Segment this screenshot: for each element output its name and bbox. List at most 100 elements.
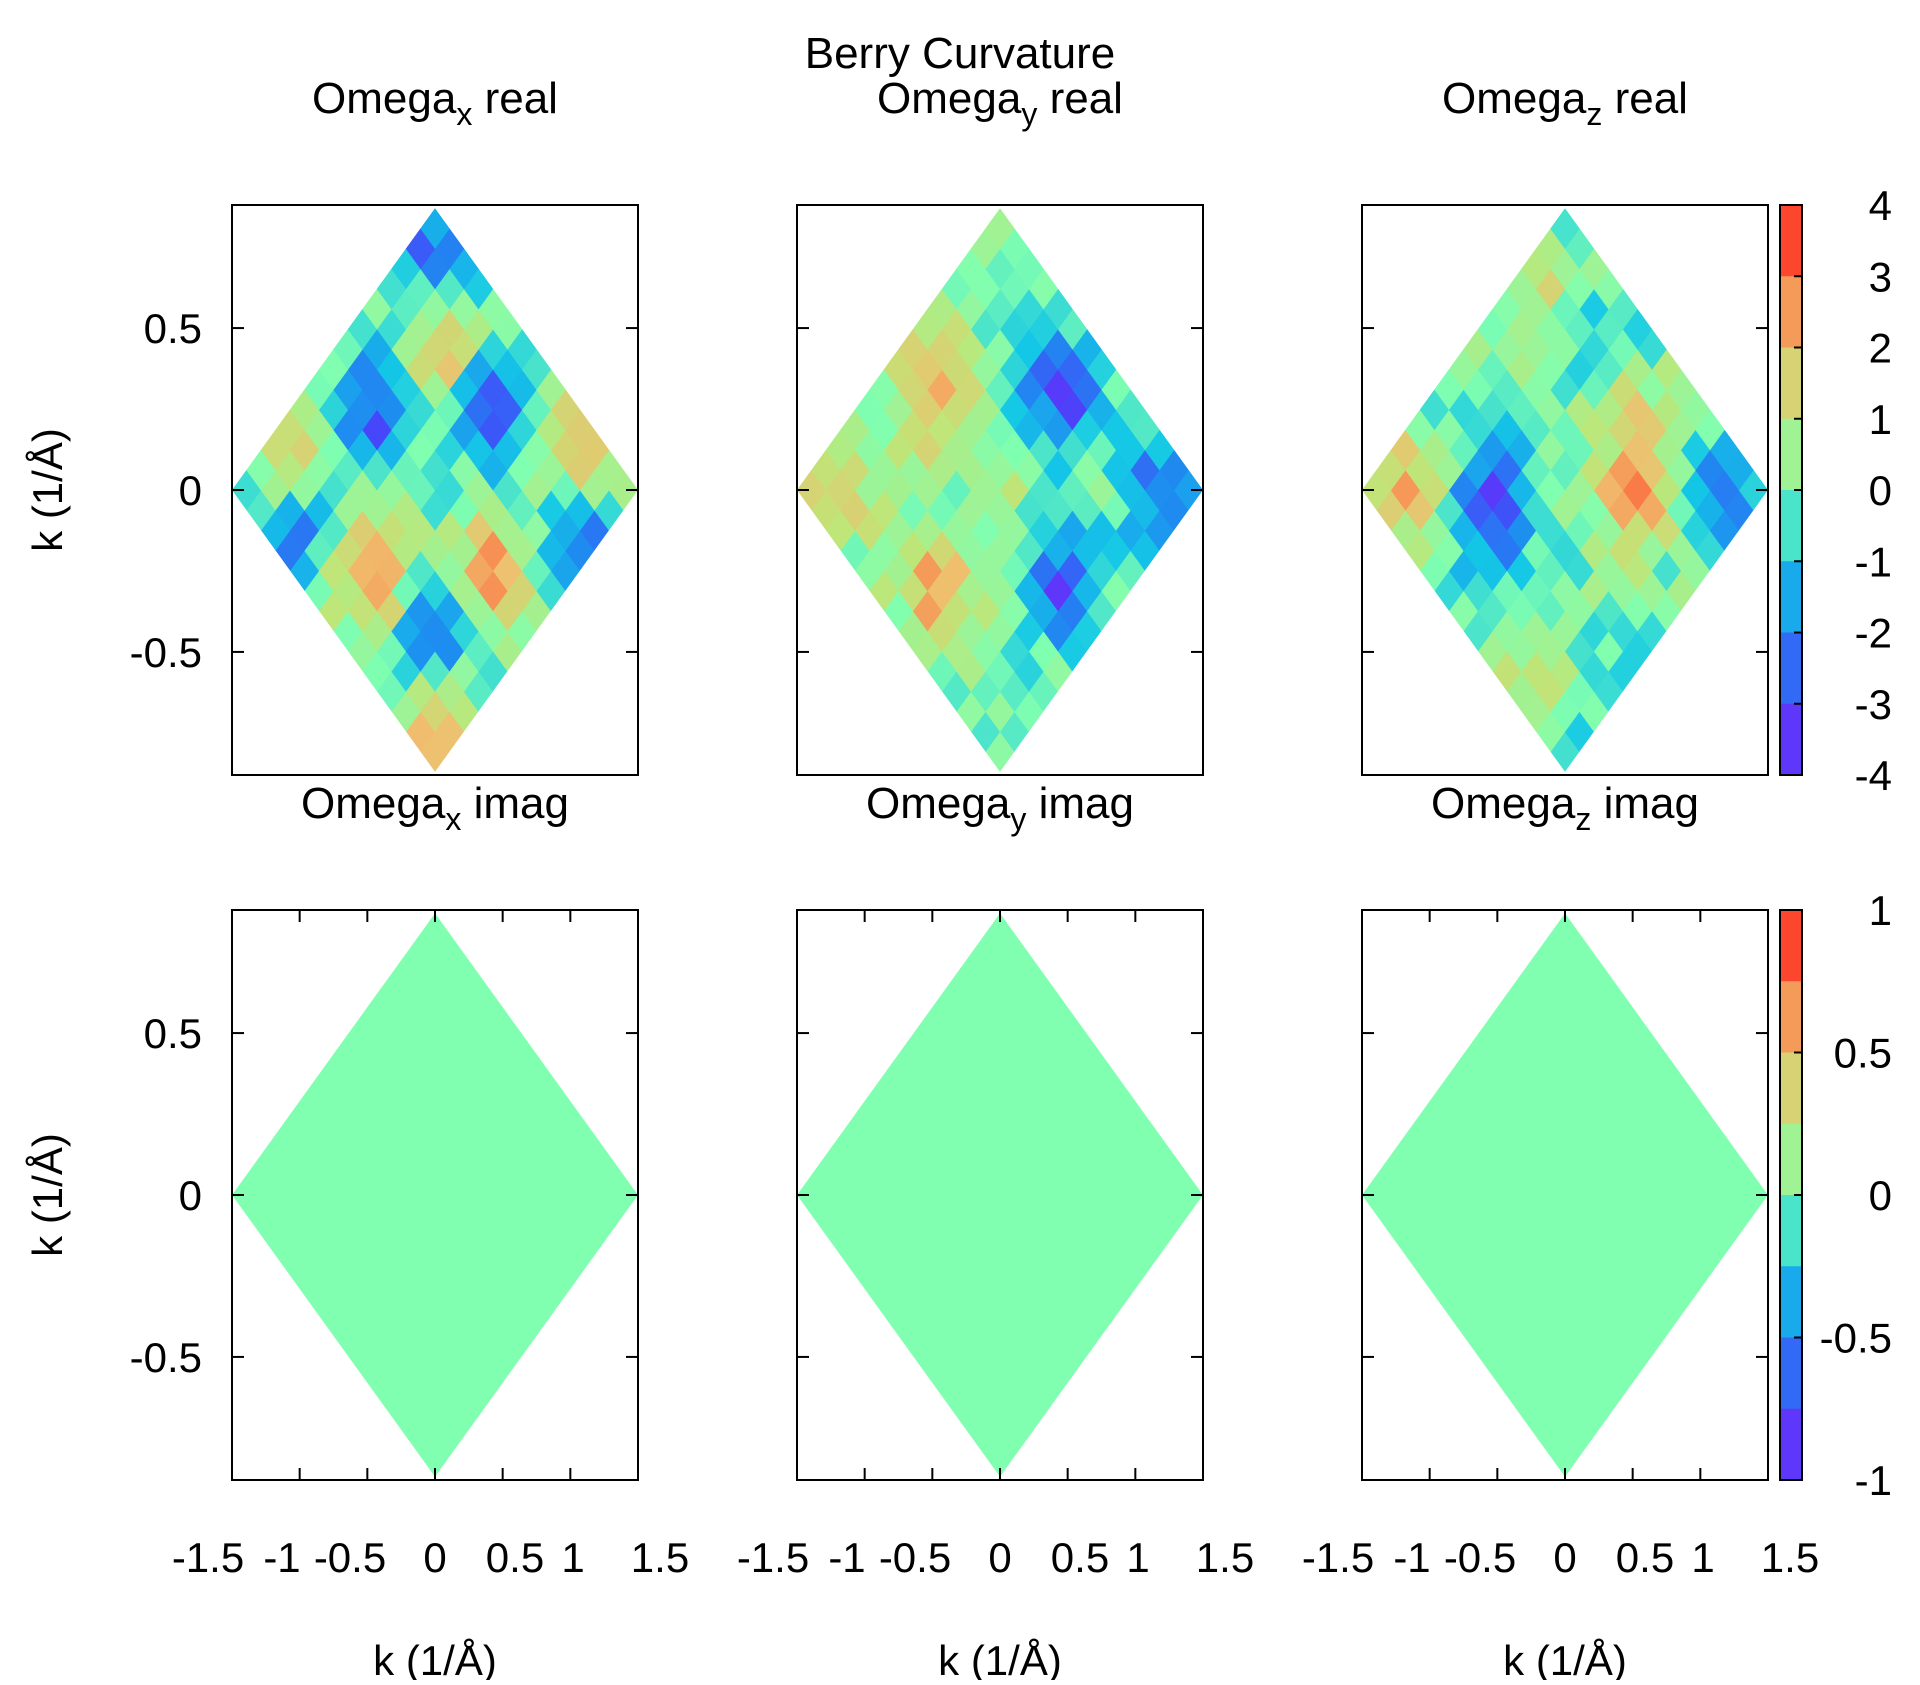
colorbar-segment	[1780, 1195, 1802, 1267]
x-tick-label: -0.5	[1444, 1534, 1516, 1581]
panel-title-suffix: real	[1602, 74, 1688, 123]
panel-x-real: Omegax real 0.5 0 -0.5 k (1/Å)	[24, 74, 639, 776]
heatmap-cells	[1362, 208, 1768, 772]
colorbar-segment	[1780, 1408, 1802, 1481]
colorbar-tick-label: 0	[1869, 467, 1892, 514]
y-tick-label: 0.5	[144, 1010, 202, 1057]
colorbar: 1 0.5 0 -0.5 -1	[1779, 887, 1892, 1504]
panel-title-subscript: y	[1021, 96, 1037, 132]
panel-title-suffix: real	[1037, 74, 1123, 123]
panel-title: Omegay imag	[866, 779, 1134, 837]
colorbar-tick-label: 0	[1869, 1172, 1892, 1219]
x-tick-label: 0	[1553, 1534, 1576, 1581]
colorbar-segment	[1780, 910, 1802, 982]
panel-title-main: Omega	[301, 779, 446, 828]
panel-title-subscript: x	[445, 801, 461, 837]
x-tick-label: 0	[423, 1534, 446, 1581]
colorbar-segment	[1780, 418, 1802, 491]
x-tick-label: -1.5	[737, 1534, 809, 1581]
x-tick-label: 1.5	[1761, 1534, 1819, 1581]
x-tick-label: -1	[263, 1534, 300, 1581]
heatmap-cell	[1550, 208, 1580, 250]
panel-title: Omegax imag	[301, 779, 569, 837]
x-axis-label: k (1/Å)	[938, 1637, 1062, 1680]
colorbar-segment	[1780, 703, 1802, 776]
x-tick-label: 1	[561, 1534, 584, 1581]
x-tick-label: -1	[828, 1534, 865, 1581]
x-tick-label: -1	[1393, 1534, 1430, 1581]
x-tick-label: 1	[1126, 1534, 1149, 1581]
colorbar-tick-label: 1	[1869, 396, 1892, 443]
panel-title-suffix: imag	[461, 779, 569, 828]
heatmap-cells	[232, 208, 638, 772]
colorbar-segment	[1780, 981, 1802, 1053]
x-tick-label: 0.5	[486, 1534, 544, 1581]
x-tick-label: 1.5	[631, 1534, 689, 1581]
panel-title: Omegay real	[877, 74, 1123, 132]
y-axis-label: k (1/Å)	[24, 428, 71, 552]
y-tick-label: -0.5	[130, 1334, 202, 1381]
uniform-zero-region	[1362, 913, 1768, 1477]
panel-z-imag: Omegaz imag -1.5 -1 -0.5 0 0.5 1 1.5 k (1/Å) 1 0.5…	[1302, 779, 1892, 1684]
panel-title: Omegax real	[312, 74, 558, 132]
colorbar-segment	[1780, 347, 1802, 420]
heatmap-cells	[797, 208, 1203, 772]
colorbar: 4 3 2 1 0 -1 -2 -3 -4	[1779, 182, 1892, 799]
panel-title-subscript: z	[1586, 96, 1602, 132]
y-tick-label: 0.5	[144, 305, 202, 352]
x-tick-label: 1.5	[1196, 1534, 1254, 1581]
panel-title-subscript: y	[1010, 801, 1026, 837]
colorbar-tick-label: 0.5	[1834, 1030, 1892, 1077]
panel-title-main: Omega	[312, 74, 457, 123]
y-tick-label: 0	[179, 467, 202, 514]
colorbar-tick-label: -0.5	[1820, 1315, 1892, 1362]
colorbar-tick-label: 2	[1869, 325, 1892, 372]
x-tick-label: -0.5	[879, 1534, 951, 1581]
figure-title: Berry Curvature	[805, 29, 1116, 78]
panel-title-suffix: imag	[1591, 779, 1699, 828]
x-tick-label: 0.5	[1616, 1534, 1674, 1581]
x-tick-label: -0.5	[314, 1534, 386, 1581]
panel-y-real: Omegay real	[796, 74, 1204, 776]
colorbar-segment	[1780, 561, 1802, 633]
panel-y-imag: Omegay imag -1.5 -1 -0.5 0 0.5 1 1.5 k (1/Å)	[737, 779, 1254, 1684]
y-tick-label: -0.5	[130, 629, 202, 676]
panel-title-main: Omega	[1431, 779, 1576, 828]
x-tick-label: 0.5	[1051, 1534, 1109, 1581]
colorbar-segment	[1780, 1123, 1802, 1196]
x-tick-label: 1	[1691, 1534, 1714, 1581]
uniform-zero-region	[797, 913, 1203, 1477]
colorbar-tick-label: -3	[1855, 681, 1892, 728]
colorbar-tick-label: -1	[1855, 538, 1892, 585]
colorbar-segment	[1780, 276, 1802, 348]
colorbar-tick-label: 3	[1869, 253, 1892, 300]
panel-z-real: Omegaz real 4 3 2 1 0 -1 -2 -3 -4	[1361, 74, 1892, 799]
panel-title: Omegaz real	[1442, 74, 1688, 132]
panel-title-subscript: x	[456, 96, 472, 132]
panel-title: Omegaz imag	[1431, 779, 1699, 837]
colorbar-tick-label: -4	[1855, 752, 1892, 799]
colorbar-tick-label: 4	[1869, 182, 1892, 229]
colorbar-segment	[1780, 1337, 1802, 1410]
panel-title-main: Omega	[866, 779, 1011, 828]
colorbar-segment	[1780, 1052, 1802, 1125]
y-axis-label: k (1/Å)	[24, 1133, 71, 1257]
panel-title-subscript: z	[1575, 801, 1591, 837]
colorbar-segment	[1780, 1266, 1802, 1338]
colorbar-tick-label: 1	[1869, 887, 1892, 934]
x-axis-label: k (1/Å)	[373, 1637, 497, 1680]
x-tick-label: -1.5	[172, 1534, 244, 1581]
colorbar-segment	[1780, 490, 1802, 562]
panel-title-suffix: real	[472, 74, 558, 123]
x-tick-label: -1.5	[1302, 1534, 1374, 1581]
uniform-zero-region	[232, 913, 638, 1477]
panel-x-imag: Omegax imag 0.5 0 -0.5 k (1/Å) -1.5 -1 -0.5 0 0.5…	[24, 779, 689, 1684]
y-tick-label: 0	[179, 1172, 202, 1219]
x-tick-label: 0	[988, 1534, 1011, 1581]
x-axis-label: k (1/Å)	[1503, 1637, 1627, 1680]
panel-title-main: Omega	[877, 74, 1022, 123]
panel-title-main: Omega	[1442, 74, 1587, 123]
panel-title-suffix: imag	[1026, 779, 1134, 828]
